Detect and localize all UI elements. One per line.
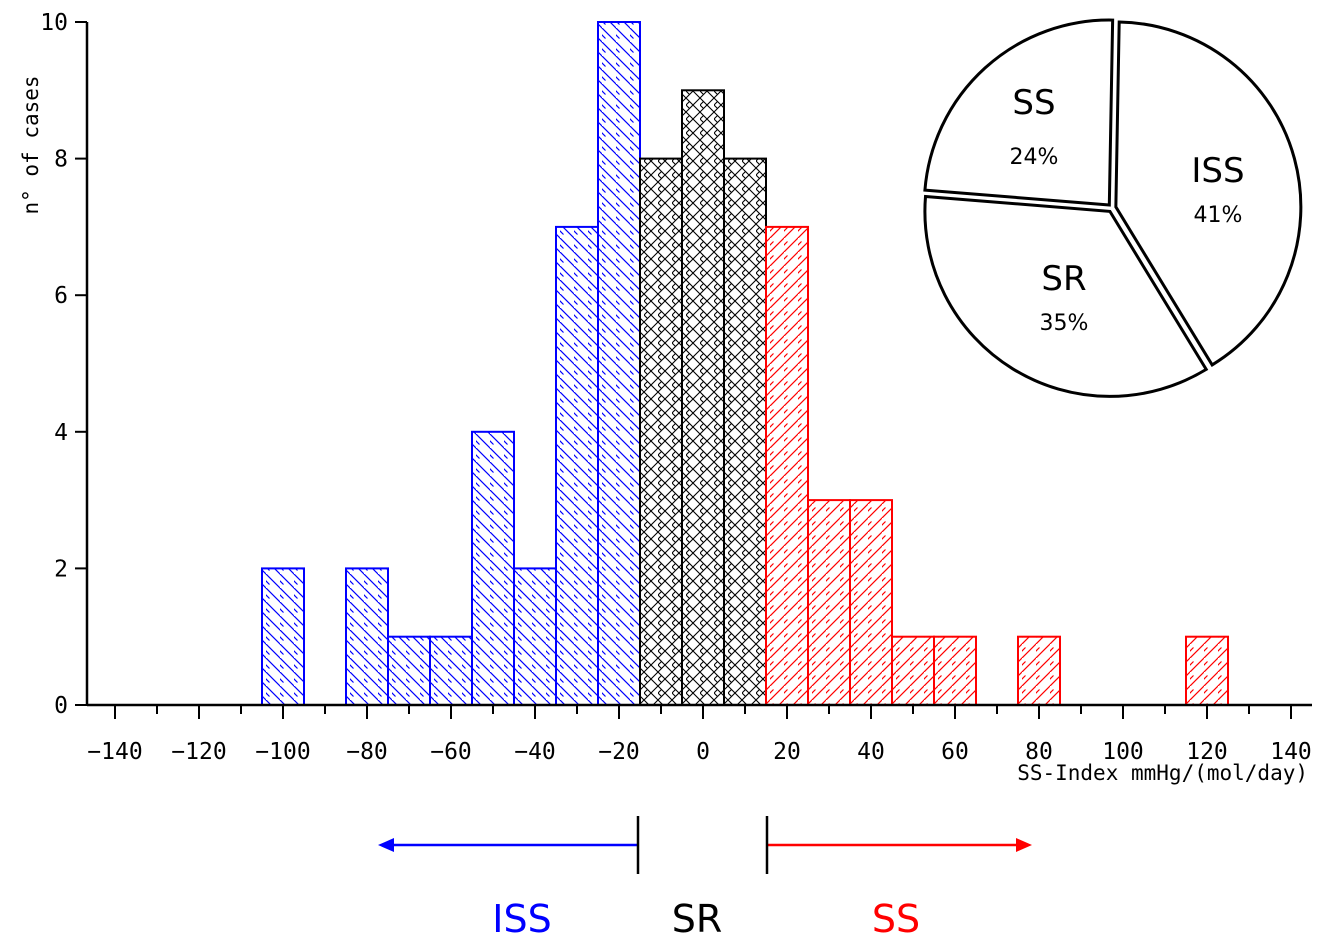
x-tick-label-4: −60: [430, 739, 472, 765]
region-label-iss: ISS: [492, 897, 551, 941]
bar-iss-4: [471, 430, 515, 706]
pie-percent-iss: 41%: [1194, 203, 1243, 228]
x-tick-label-13: 120: [1186, 739, 1228, 765]
bar-sr-2: [723, 157, 767, 707]
bar-ss-2: [849, 499, 893, 706]
x-axis-label: SS-Index mmHg/(mol/day): [1017, 761, 1308, 785]
y-tick-label-10: 10: [40, 10, 68, 36]
x-tick-label-11: 80: [1025, 739, 1053, 765]
pie-slice-iss: [1114, 20, 1303, 367]
bar-iss-2: [387, 635, 431, 707]
x-tick-label-12: 100: [1102, 739, 1144, 765]
bar-ss-1: [807, 499, 851, 706]
pie-percent-ss: 24%: [1010, 145, 1059, 170]
x-tick-label-9: 40: [857, 739, 885, 765]
pie-label-iss: ISS: [1191, 151, 1244, 191]
x-tick-label-0: −140: [87, 739, 142, 765]
x-tick-label-7: 0: [696, 739, 710, 765]
pie-chart: ISS 41% SR 35% SS 24%: [923, 18, 1303, 398]
x-tick-label-8: 20: [773, 739, 801, 765]
y-tick-label-2: 2: [54, 556, 68, 582]
region-label-sr: SR: [672, 897, 723, 941]
bar-sr-0: [639, 157, 683, 707]
bar-iss-6: [555, 225, 599, 706]
x-tick-label-1: −120: [171, 739, 226, 765]
ss-arrow-head: [1016, 838, 1032, 852]
region-label-ss: SS: [872, 897, 920, 941]
pie-label-ss: SS: [1012, 83, 1055, 123]
bar-ss-6: [1185, 635, 1229, 707]
y-ticks: 0 2 4 6 8 10: [40, 10, 87, 719]
bar-iss-1: [345, 567, 389, 707]
axes: 0 2 4 6 8 10 −140 −120 −100 −80 −60 −40 −20 0 20 40 60 8…: [40, 10, 1312, 765]
iss-arrow-head: [378, 838, 394, 852]
bar-ss-0: [765, 225, 809, 706]
y-tick-label-4: 4: [54, 420, 68, 446]
bar-ss-5: [1017, 635, 1061, 707]
bar-ss-3: [891, 635, 935, 707]
bar-iss-0: [261, 567, 305, 707]
bar-iss-7: [597, 21, 641, 706]
x-tick-label-2: −100: [255, 739, 310, 765]
bar-sr-1: [681, 89, 725, 707]
x-tick-label-14: 140: [1270, 739, 1312, 765]
histogram-bars: [261, 21, 1229, 707]
bar-ss-4: [933, 635, 977, 707]
x-ticks: −140 −120 −100 −80 −60 −40 −20 0 20 40 60 80 100 120 1…: [87, 705, 1312, 765]
x-tick-label-3: −80: [346, 739, 388, 765]
pie-slice-ss: [923, 18, 1115, 207]
x-tick-label-6: −20: [598, 739, 640, 765]
y-tick-label-0: 0: [54, 693, 68, 719]
y-axis-label: n° of cases: [19, 75, 43, 214]
region-indicators: ISS SR SS: [378, 816, 1032, 941]
x-tick-label-10: 60: [941, 739, 969, 765]
pie-percent-sr: 35%: [1040, 311, 1089, 336]
bar-iss-5: [513, 567, 557, 707]
y-tick-label-6: 6: [54, 283, 68, 309]
x-tick-label-5: −40: [514, 739, 556, 765]
pie-label-sr: SR: [1041, 259, 1086, 299]
pie-slice-sr: [923, 194, 1209, 398]
bar-iss-3: [429, 635, 473, 707]
y-tick-label-8: 8: [54, 147, 68, 173]
